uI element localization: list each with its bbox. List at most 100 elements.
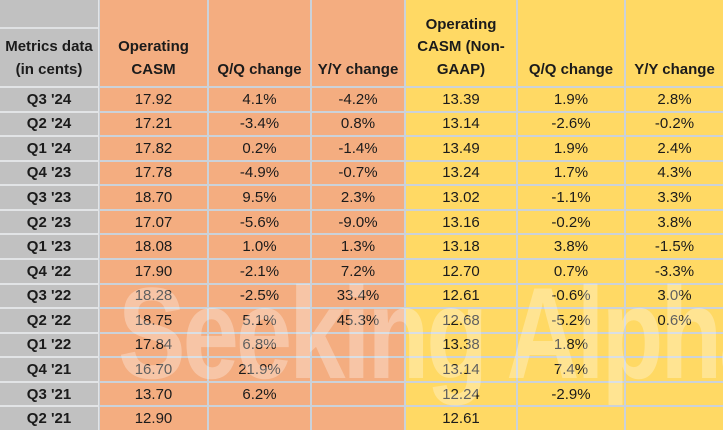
header-gaap-qq-change: Q/Q change <box>209 0 310 86</box>
gaap-yy-change-cell <box>312 407 404 430</box>
quarter-label-cell: Q3 '22 <box>0 284 98 308</box>
quarter-label-cell: Q3 '24 <box>0 88 98 111</box>
non-gaap-yy-change-cell: -0.2% <box>626 112 723 136</box>
operating-casm-cell: 17.90 <box>100 259 207 283</box>
non-gaap-yy-change-cell <box>626 407 723 430</box>
gaap-yy-change-cell: -1.4% <box>312 137 404 160</box>
gaap-qq-change-cell: 4.1% <box>209 88 310 111</box>
gaap-qq-change-cell: 0.2% <box>209 137 310 160</box>
quarter-label-cell: Q3 '21 <box>0 382 98 406</box>
corner-cell <box>0 0 98 29</box>
non-gaap-yy-change-cell: 2.8% <box>626 88 723 111</box>
quarter-label-cell: Q2 '23 <box>0 210 98 234</box>
operating-casm-cell: 17.07 <box>100 210 207 234</box>
non-gaap-casm-cell: 13.39 <box>406 88 516 111</box>
non-gaap-qq-change-cell: -5.2% <box>518 309 624 332</box>
non-gaap-yy-change-cell: 3.3% <box>626 186 723 209</box>
gaap-yy-change-cell: 45.3% <box>312 309 404 332</box>
gaap-qq-change-cell <box>209 407 310 430</box>
gaap-yy-change-cell: -9.0% <box>312 210 404 234</box>
gaap-yy-change-cell: 0.8% <box>312 112 404 136</box>
gaap-qq-change-cell: -4.9% <box>209 161 310 185</box>
operating-casm-cell: 18.70 <box>100 186 207 209</box>
gaap-qq-change-cell: 9.5% <box>209 186 310 209</box>
non-gaap-yy-change-cell: 3.8% <box>626 210 723 234</box>
non-gaap-qq-change-cell: 1.9% <box>518 88 624 111</box>
non-gaap-casm-cell: 13.18 <box>406 235 516 258</box>
non-gaap-casm-cell: 13.14 <box>406 358 516 381</box>
non-gaap-qq-change-cell: -0.6% <box>518 284 624 308</box>
quarter-label-cell: Q1 '24 <box>0 137 98 160</box>
header-non-gaap-qq-change: Q/Q change <box>518 0 624 86</box>
gaap-yy-change-cell: -0.7% <box>312 161 404 185</box>
operating-casm-cell: 12.90 <box>100 407 207 430</box>
non-gaap-qq-change-cell: 0.7% <box>518 259 624 283</box>
quarter-label-cell: Q1 '23 <box>0 235 98 258</box>
operating-casm-cell: 17.21 <box>100 112 207 136</box>
operating-casm-cell: 18.08 <box>100 235 207 258</box>
gaap-qq-change-cell: 5.1% <box>209 309 310 332</box>
non-gaap-yy-change-cell <box>626 358 723 381</box>
header-operating-casm-non-gaap: Operating CASM (Non- GAAP) <box>406 0 516 86</box>
operating-casm-cell: 16.70 <box>100 358 207 381</box>
header-operating-casm: Operating CASM <box>100 0 207 86</box>
non-gaap-yy-change-cell: 4.3% <box>626 161 723 185</box>
gaap-yy-change-cell: -4.2% <box>312 88 404 111</box>
quarter-label-cell: Q2 '21 <box>0 407 98 430</box>
non-gaap-casm-cell: 13.24 <box>406 161 516 185</box>
gaap-qq-change-cell: 6.8% <box>209 333 310 357</box>
gaap-qq-change-cell: 21.9% <box>209 358 310 381</box>
gaap-qq-change-cell: 1.0% <box>209 235 310 258</box>
gaap-yy-change-cell: 2.3% <box>312 186 404 209</box>
gaap-qq-change-cell: 6.2% <box>209 382 310 406</box>
gaap-qq-change-cell: -2.5% <box>209 284 310 308</box>
gaap-qq-change-cell: -3.4% <box>209 112 310 136</box>
non-gaap-casm-cell: 13.14 <box>406 112 516 136</box>
non-gaap-yy-change-cell: 0.6% <box>626 309 723 332</box>
non-gaap-yy-change-cell: 2.4% <box>626 137 723 160</box>
operating-casm-cell: 17.82 <box>100 137 207 160</box>
gaap-qq-change-cell: -5.6% <box>209 210 310 234</box>
non-gaap-casm-cell: 13.38 <box>406 333 516 357</box>
header-non-gaap-yy-change: Y/Y change <box>626 0 723 86</box>
quarter-label-cell: Q3 '23 <box>0 186 98 209</box>
non-gaap-qq-change-cell: 7.4% <box>518 358 624 381</box>
metrics-header-cell: Metrics data (in cents) <box>0 0 98 86</box>
non-gaap-qq-change-cell: 3.8% <box>518 235 624 258</box>
non-gaap-casm-cell: 12.24 <box>406 382 516 406</box>
non-gaap-yy-change-cell <box>626 333 723 357</box>
quarter-label-cell: Q2 '24 <box>0 112 98 136</box>
non-gaap-casm-cell: 12.70 <box>406 259 516 283</box>
non-gaap-qq-change-cell: -1.1% <box>518 186 624 209</box>
quarter-label-cell: Q4 '23 <box>0 161 98 185</box>
operating-casm-cell: 18.28 <box>100 284 207 308</box>
non-gaap-yy-change-cell: -3.3% <box>626 259 723 283</box>
non-gaap-casm-cell: 12.61 <box>406 407 516 430</box>
quarter-label-cell: Q4 '21 <box>0 358 98 381</box>
non-gaap-yy-change-cell: -1.5% <box>626 235 723 258</box>
quarter-label-cell: Q4 '22 <box>0 259 98 283</box>
operating-casm-cell: 13.70 <box>100 382 207 406</box>
non-gaap-yy-change-cell: 3.0% <box>626 284 723 308</box>
non-gaap-qq-change-cell: -2.6% <box>518 112 624 136</box>
gaap-yy-change-cell <box>312 333 404 357</box>
non-gaap-yy-change-cell <box>626 382 723 406</box>
operating-casm-cell: 17.92 <box>100 88 207 111</box>
quarter-label-cell: Q2 '22 <box>0 309 98 332</box>
operating-casm-cell: 17.78 <box>100 161 207 185</box>
non-gaap-qq-change-cell: -0.2% <box>518 210 624 234</box>
gaap-yy-change-cell <box>312 382 404 406</box>
header-gaap-yy-change: Y/Y change <box>312 0 404 86</box>
operating-casm-cell: 18.75 <box>100 309 207 332</box>
non-gaap-casm-cell: 13.16 <box>406 210 516 234</box>
non-gaap-casm-cell: 12.61 <box>406 284 516 308</box>
gaap-yy-change-cell: 33.4% <box>312 284 404 308</box>
gaap-qq-change-cell: -2.1% <box>209 259 310 283</box>
quarter-label-cell: Q1 '22 <box>0 333 98 357</box>
non-gaap-qq-change-cell: -2.9% <box>518 382 624 406</box>
non-gaap-casm-cell: 13.02 <box>406 186 516 209</box>
gaap-yy-change-cell <box>312 358 404 381</box>
gaap-yy-change-cell: 7.2% <box>312 259 404 283</box>
